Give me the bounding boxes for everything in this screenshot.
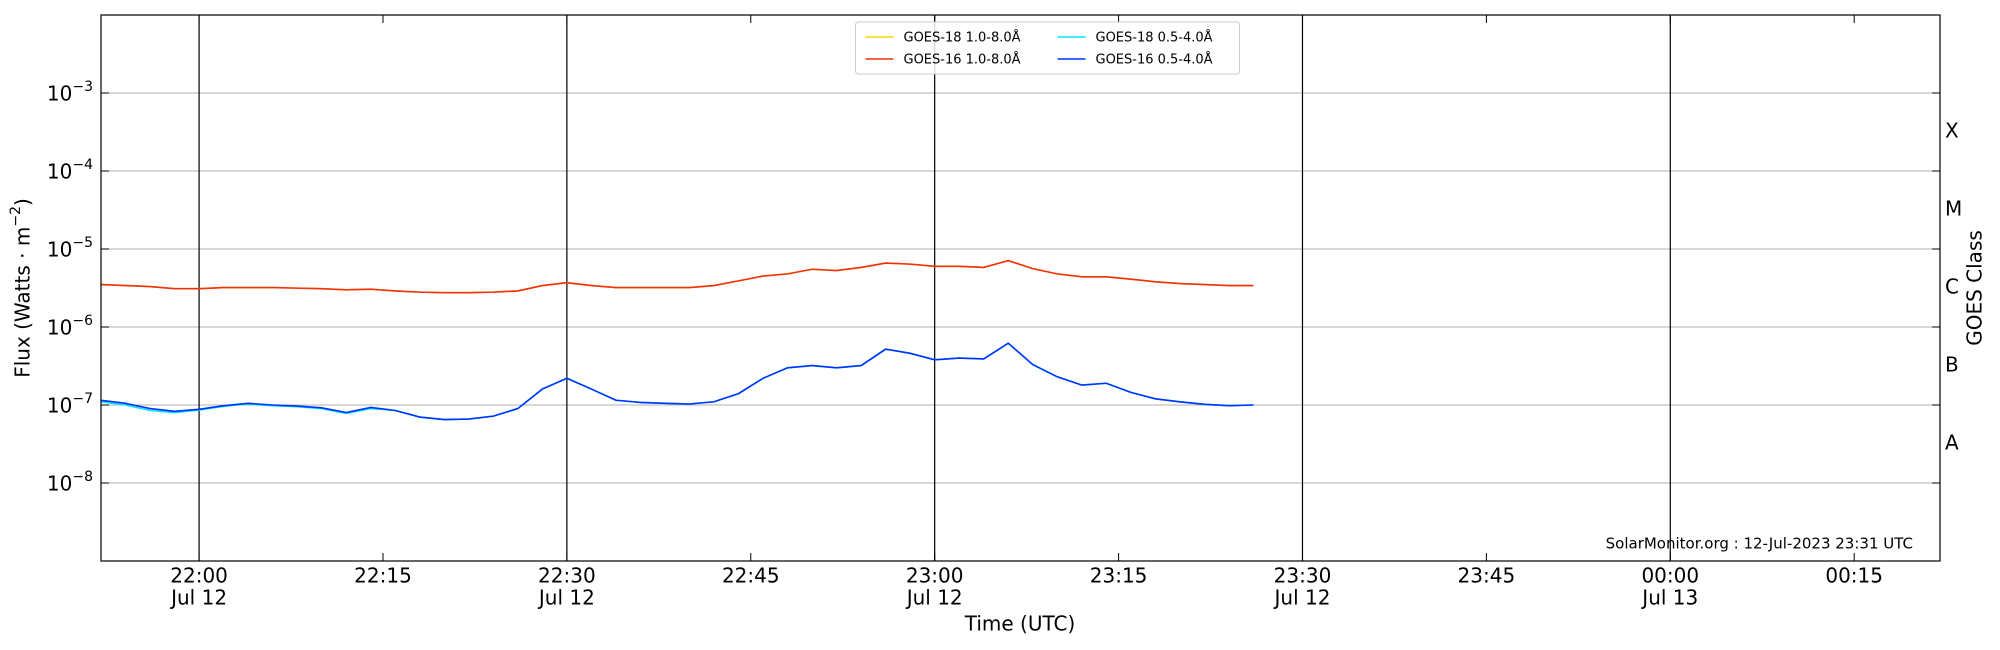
x-tick-label: 22:45	[722, 564, 780, 588]
x-tick-label: 22:00	[170, 564, 228, 588]
x-tick-date: Jul 12	[169, 586, 227, 610]
x-tick-date: Jul 12	[537, 586, 595, 610]
y-tick-label: 10−8	[47, 469, 93, 496]
x-tick-label: 23:00	[906, 564, 964, 588]
y-tick-label: 10−3	[47, 79, 93, 106]
x-tick-label: 00:15	[1825, 564, 1883, 588]
series-line	[100, 342, 1254, 421]
x-tick-label: 00:00	[1641, 564, 1699, 588]
legend-box	[855, 21, 1240, 75]
x-tick-label: 22:30	[538, 564, 596, 588]
y2-tick-label: B	[1945, 353, 1959, 377]
x-tick-date: Jul 12	[1273, 586, 1331, 610]
x-tick-label: 23:15	[1090, 564, 1148, 588]
x-tick-label: 23:45	[1458, 564, 1516, 588]
y-tick-label: 10−6	[47, 313, 93, 340]
y2-axis-label: GOES Class	[1963, 230, 1987, 346]
y2-tick-label: X	[1945, 119, 1959, 143]
x-tick-label: 22:15	[354, 564, 412, 588]
legend-label: GOES-16 0.5-4.0Å	[1096, 52, 1213, 68]
y2-tick-label: M	[1945, 197, 1962, 221]
y-axis-label: Flux (Watts · m−2)	[8, 198, 35, 378]
series-line	[100, 259, 1254, 294]
y2-tick-label: A	[1945, 431, 1959, 455]
x-tick-date: Jul 13	[1640, 586, 1698, 610]
legend: GOES-18 1.0-8.0Å GOES-16 1.0-8.0Å GOES-18 …	[855, 21, 1240, 75]
legend-label: GOES-16 1.0-8.0Å	[904, 52, 1021, 68]
x-tick-label: 23:30	[1274, 564, 1332, 588]
y2-tick-label: C	[1945, 275, 1959, 299]
legend-label: GOES-18 0.5-4.0Å	[1096, 30, 1213, 46]
legend-label: GOES-18 1.0-8.0Å	[904, 30, 1021, 46]
plot-frame	[100, 14, 1941, 562]
annotation: SolarMonitor.org : 12-Jul-2023 23:31 UTC	[1606, 535, 1913, 553]
x-axis-label: Time (UTC)	[964, 612, 1076, 636]
x-tick-date: Jul 12	[905, 586, 963, 610]
